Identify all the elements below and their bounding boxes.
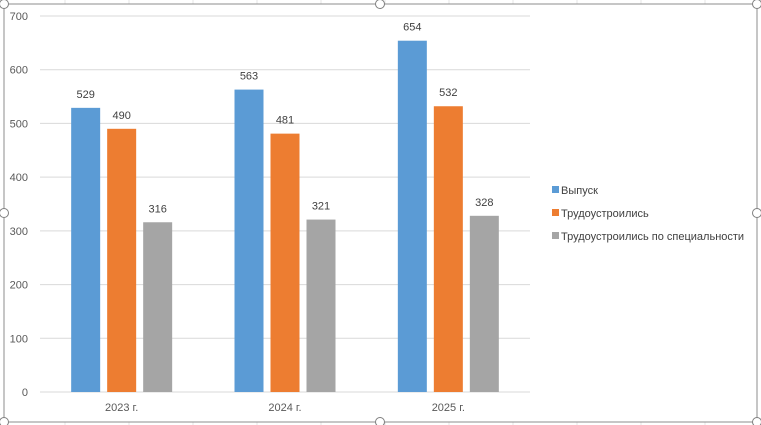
data-label: 490	[112, 110, 130, 122]
bar[interactable]	[270, 133, 300, 393]
bar[interactable]	[306, 219, 336, 392]
data-label: 529	[76, 89, 94, 101]
y-tick-label: 100	[10, 333, 28, 345]
resize-handle[interactable]	[752, 417, 761, 425]
resize-handle[interactable]	[375, 417, 385, 425]
bar[interactable]	[107, 128, 137, 393]
bar[interactable]	[71, 107, 101, 392]
x-tick-label: 2023 г.	[105, 402, 138, 414]
y-axis: 0 100 200 300 400 500 600 700	[10, 11, 28, 399]
y-tick-label: 500	[10, 118, 28, 130]
resize-handle[interactable]	[752, 0, 761, 9]
bar[interactable]	[469, 215, 499, 392]
bar[interactable]	[397, 40, 427, 393]
y-tick-label: 300	[10, 226, 28, 238]
y-tick-label: 700	[10, 11, 28, 23]
data-label: 654	[403, 22, 421, 34]
data-label: 316	[148, 203, 166, 215]
resize-handle[interactable]	[752, 208, 761, 218]
y-tick-label: 600	[10, 65, 28, 77]
legend-label: Трудоустроились	[561, 208, 649, 220]
data-label: 481	[276, 115, 294, 127]
y-tick-label: 400	[10, 172, 28, 184]
x-axis: 2023 г. 2024 г. 2025 г.	[105, 402, 465, 414]
bar[interactable]	[433, 106, 463, 393]
legend-label: Выпуск	[561, 185, 598, 197]
y-tick-label: 200	[10, 280, 28, 292]
bar[interactable]	[143, 222, 173, 392]
bar[interactable]	[234, 89, 264, 393]
resize-handle[interactable]	[0, 0, 9, 9]
data-label: 563	[240, 71, 258, 83]
legend-label: Трудоустроились по специальности	[561, 231, 744, 243]
legend-swatch	[552, 232, 559, 239]
bars: 529 490 316 563 481 321 654 532 328	[71, 22, 499, 393]
resize-handle[interactable]	[0, 208, 9, 218]
data-label: 328	[475, 197, 493, 209]
legend-swatch	[552, 209, 559, 216]
resize-handle[interactable]	[375, 0, 385, 9]
data-label: 532	[439, 87, 457, 99]
legend[interactable]: Выпуск Трудоустроились Трудоустроились по …	[552, 185, 744, 243]
resize-handle[interactable]	[0, 417, 9, 425]
legend-swatch	[552, 186, 559, 193]
y-tick-label: 0	[22, 387, 28, 399]
x-tick-label: 2024 г.	[268, 402, 301, 414]
x-tick-label: 2025 г.	[432, 402, 465, 414]
data-label: 321	[312, 201, 330, 213]
